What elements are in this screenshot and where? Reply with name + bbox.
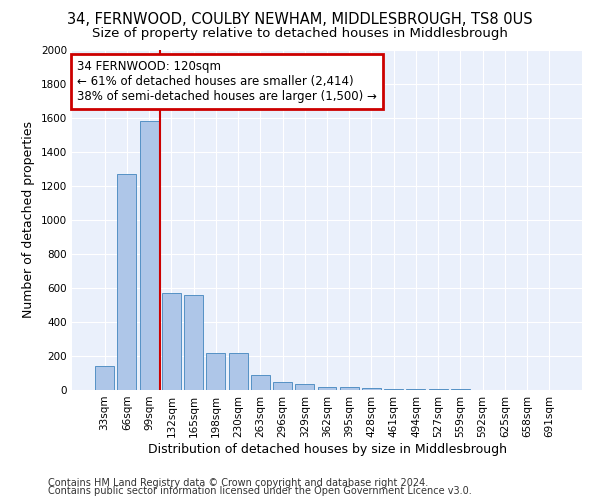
Text: 34, FERNWOOD, COULBY NEWHAM, MIDDLESBROUGH, TS8 0US: 34, FERNWOOD, COULBY NEWHAM, MIDDLESBROU… (67, 12, 533, 28)
Bar (362, 388, 381, 390)
Bar (251, 374, 270, 390)
Text: Contains HM Land Registry data © Crown copyright and database right 2024.: Contains HM Land Registry data © Crown c… (48, 478, 428, 488)
Bar (118, 174, 136, 390)
Text: Contains public sector information licensed under the Open Government Licence v3: Contains public sector information licen… (48, 486, 472, 496)
Bar (162, 293, 181, 390)
Y-axis label: Number of detached properties: Number of detached properties (22, 122, 35, 318)
Bar (273, 382, 292, 390)
Bar (95, 366, 114, 390)
Bar (229, 352, 248, 390)
Text: Size of property relative to detached houses in Middlesbrough: Size of property relative to detached ho… (92, 28, 508, 40)
Bar (317, 386, 337, 390)
Bar (184, 295, 203, 390)
Bar (295, 384, 314, 390)
Bar (340, 388, 359, 390)
Bar (206, 352, 225, 390)
Bar (384, 388, 403, 390)
Bar (406, 389, 425, 390)
X-axis label: Distribution of detached houses by size in Middlesbrough: Distribution of detached houses by size … (148, 442, 506, 456)
Text: 34 FERNWOOD: 120sqm
← 61% of detached houses are smaller (2,414)
38% of semi-det: 34 FERNWOOD: 120sqm ← 61% of detached ho… (77, 60, 377, 103)
Bar (140, 122, 158, 390)
